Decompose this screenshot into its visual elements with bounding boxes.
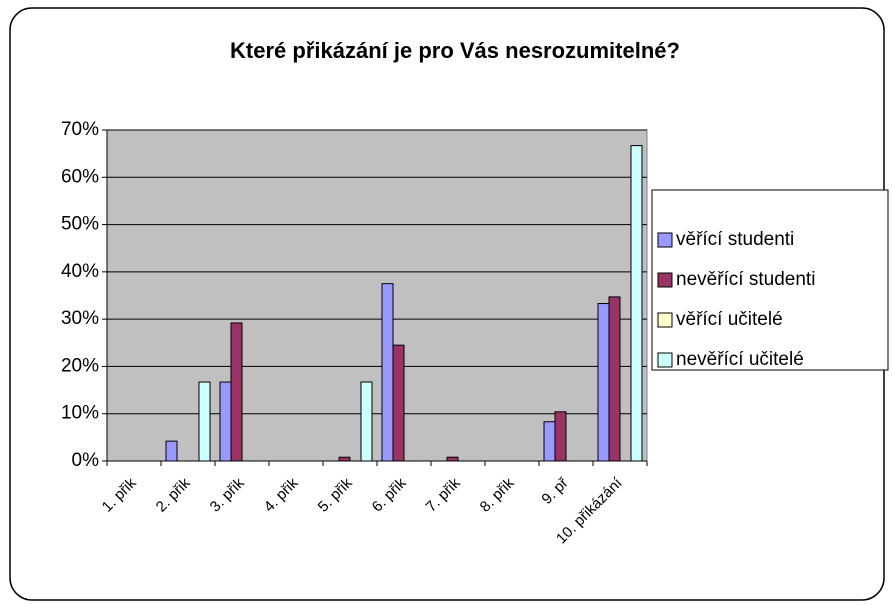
- bar: [554, 411, 567, 462]
- legend-label: nevěřící učitelé: [676, 349, 804, 370]
- plot-area: [106, 129, 648, 462]
- bar: [165, 440, 178, 462]
- legend-box: [651, 189, 889, 371]
- y-tick-label: 30%: [61, 308, 99, 329]
- bar: [630, 145, 643, 462]
- bar: [543, 421, 556, 462]
- chart-title: Které přikázání je pro Vás nesrozumiteln…: [230, 38, 680, 63]
- y-tick-label: 10%: [61, 403, 99, 424]
- bar: [198, 381, 211, 462]
- legend-label: věřící učitelé: [676, 309, 783, 330]
- y-tick-label: 20%: [61, 355, 99, 376]
- y-tick-label: 0%: [72, 450, 100, 471]
- bar: [392, 344, 405, 462]
- bar: [608, 296, 621, 462]
- bar: [446, 456, 459, 462]
- legend-label: nevěřící studenti: [676, 269, 815, 290]
- bar: [219, 381, 232, 462]
- legend-swatch: [657, 232, 673, 248]
- y-tick-label: 70%: [61, 119, 99, 140]
- bar: [338, 456, 351, 462]
- legend-swatch: [657, 352, 673, 368]
- y-tick-label: 40%: [61, 261, 99, 282]
- bar: [360, 381, 373, 462]
- bar: [597, 303, 610, 462]
- y-tick-label: 50%: [61, 214, 99, 235]
- legend-swatch: [657, 312, 673, 328]
- y-tick-label: 60%: [61, 166, 99, 187]
- bar: [381, 283, 394, 462]
- bar: [230, 322, 243, 462]
- legend-label: věřící studenti: [676, 229, 794, 250]
- legend-swatch: [657, 272, 673, 288]
